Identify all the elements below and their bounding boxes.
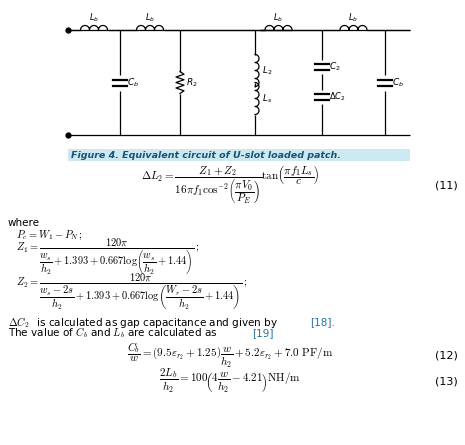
Text: $P_c = W_1 - P_N\,;$: $P_c = W_1 - P_N\,;$ [16, 228, 83, 242]
Text: [18].: [18]. [310, 317, 335, 327]
Text: $Z_1 = \dfrac{120\pi}{\dfrac{w_s}{h_2}+1.393+0.667\log\!\left(\dfrac{w_s}{h_2}+1: $Z_1 = \dfrac{120\pi}{\dfrac{w_s}{h_2}+1… [16, 237, 199, 277]
Text: $\Delta L_2 = \dfrac{Z_1 + Z_2}{16\pi f_1 \cos^{-2}\!\left(\dfrac{\pi V_0}{P_E}\: $\Delta L_2 = \dfrac{Z_1 + Z_2}{16\pi f_… [141, 164, 319, 206]
FancyBboxPatch shape [68, 149, 410, 161]
Text: Figure 4. Equivalent circuit of U-slot loaded patch.: Figure 4. Equivalent circuit of U-slot l… [71, 150, 341, 159]
Text: (11): (11) [435, 180, 458, 190]
Text: $R_2$: $R_2$ [186, 76, 198, 89]
Text: $\dfrac{C_b}{w} = \left(9.5\varepsilon_{r_2}+1.25\right)\dfrac{w}{h_2}+5.2\varep: $\dfrac{C_b}{w} = \left(9.5\varepsilon_{… [127, 340, 333, 370]
Text: where: where [8, 218, 40, 228]
Text: [19]: [19] [252, 328, 273, 338]
Text: $\Delta C_2\,$  is calculated as gap capacitance and given by: $\Delta C_2\,$ is calculated as gap capa… [8, 315, 278, 329]
Text: $C_2$: $C_2$ [329, 60, 341, 73]
Text: $L_b$: $L_b$ [348, 12, 359, 24]
Text: $L_2$: $L_2$ [262, 64, 272, 77]
Text: $C_b$: $C_b$ [127, 76, 139, 89]
Text: $L_s$: $L_s$ [262, 92, 272, 105]
Text: $L_b$: $L_b$ [89, 12, 99, 24]
Text: $Z_2 = \dfrac{120\pi}{\dfrac{w_s-2s}{h_2}+1.393+0.667\log\!\left(\dfrac{W_r-2s}{: $Z_2 = \dfrac{120\pi}{\dfrac{w_s-2s}{h_2… [16, 272, 247, 312]
Text: $L_b$: $L_b$ [273, 12, 284, 24]
Text: (12): (12) [435, 350, 458, 360]
Text: $C_b$: $C_b$ [392, 76, 404, 89]
Text: $L_b$: $L_b$ [145, 12, 155, 24]
Text: The value of $C_b$ and $L_b$ are calculated as: The value of $C_b$ and $L_b$ are calcula… [8, 326, 218, 340]
Text: (13): (13) [435, 376, 458, 386]
Text: $\dfrac{2L_b}{h_2} = 100\!\left(4\dfrac{w}{h_2}-4.21\right)\mathrm{NH/m}$: $\dfrac{2L_b}{h_2} = 100\!\left(4\dfrac{… [159, 367, 301, 395]
Text: $\Delta C_2$: $\Delta C_2$ [329, 90, 346, 103]
